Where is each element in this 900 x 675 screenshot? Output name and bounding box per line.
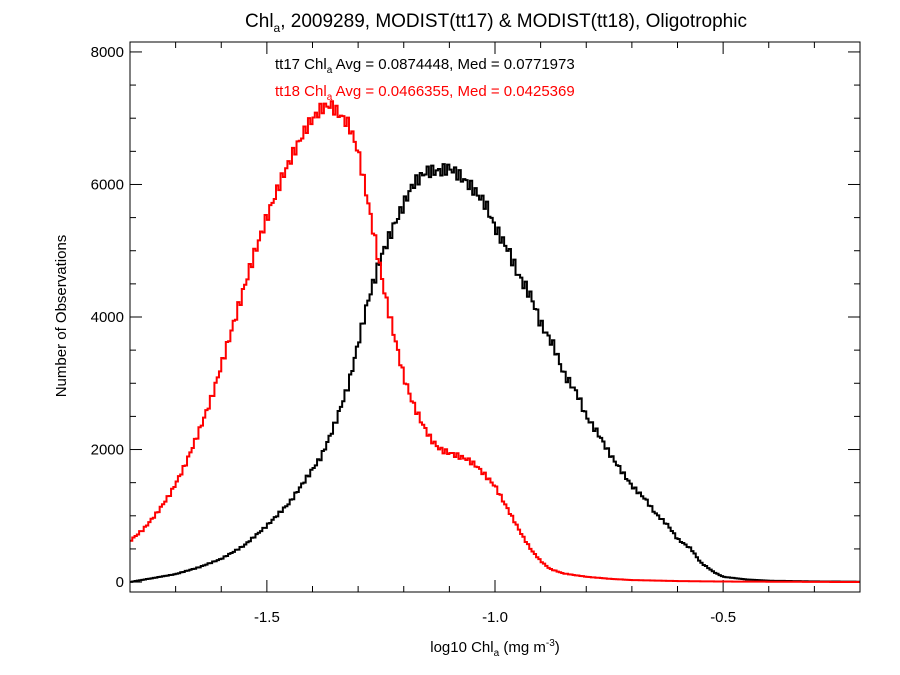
tt17-stats-label: tt17 Chla Avg = 0.0874448, Med = 0.07719… <box>275 56 575 76</box>
x-tick-label: -0.5 <box>710 609 736 626</box>
y-tick-label: 8000 <box>91 44 124 61</box>
y-tick-label: 6000 <box>91 176 124 193</box>
series-layer <box>130 100 860 584</box>
series-tt17-line <box>130 163 860 583</box>
x-tick-label: -1.0 <box>482 609 508 626</box>
y-tick-label: 4000 <box>91 309 124 326</box>
y-tick-label: 0 <box>116 574 124 591</box>
plot-frame <box>129 41 861 593</box>
y-tick-label: 2000 <box>91 442 124 459</box>
y-axis-label: Number of Observations <box>53 235 70 398</box>
axis-ticks: -1.5 -1.0 -0.5 0 2000 4000 6000 8000 <box>91 42 861 626</box>
x-axis-label: log10 Chla (mg m-3) <box>430 638 560 659</box>
tt18-stats-label: tt18 Chla Avg = 0.0466355, Med = 0.04253… <box>275 83 575 103</box>
x-tick-label: -1.5 <box>254 609 280 626</box>
series-tt18-line <box>130 100 860 584</box>
chart-title: Chla, 2009289, MODIST(tt17) & MODIST(tt1… <box>245 11 747 35</box>
